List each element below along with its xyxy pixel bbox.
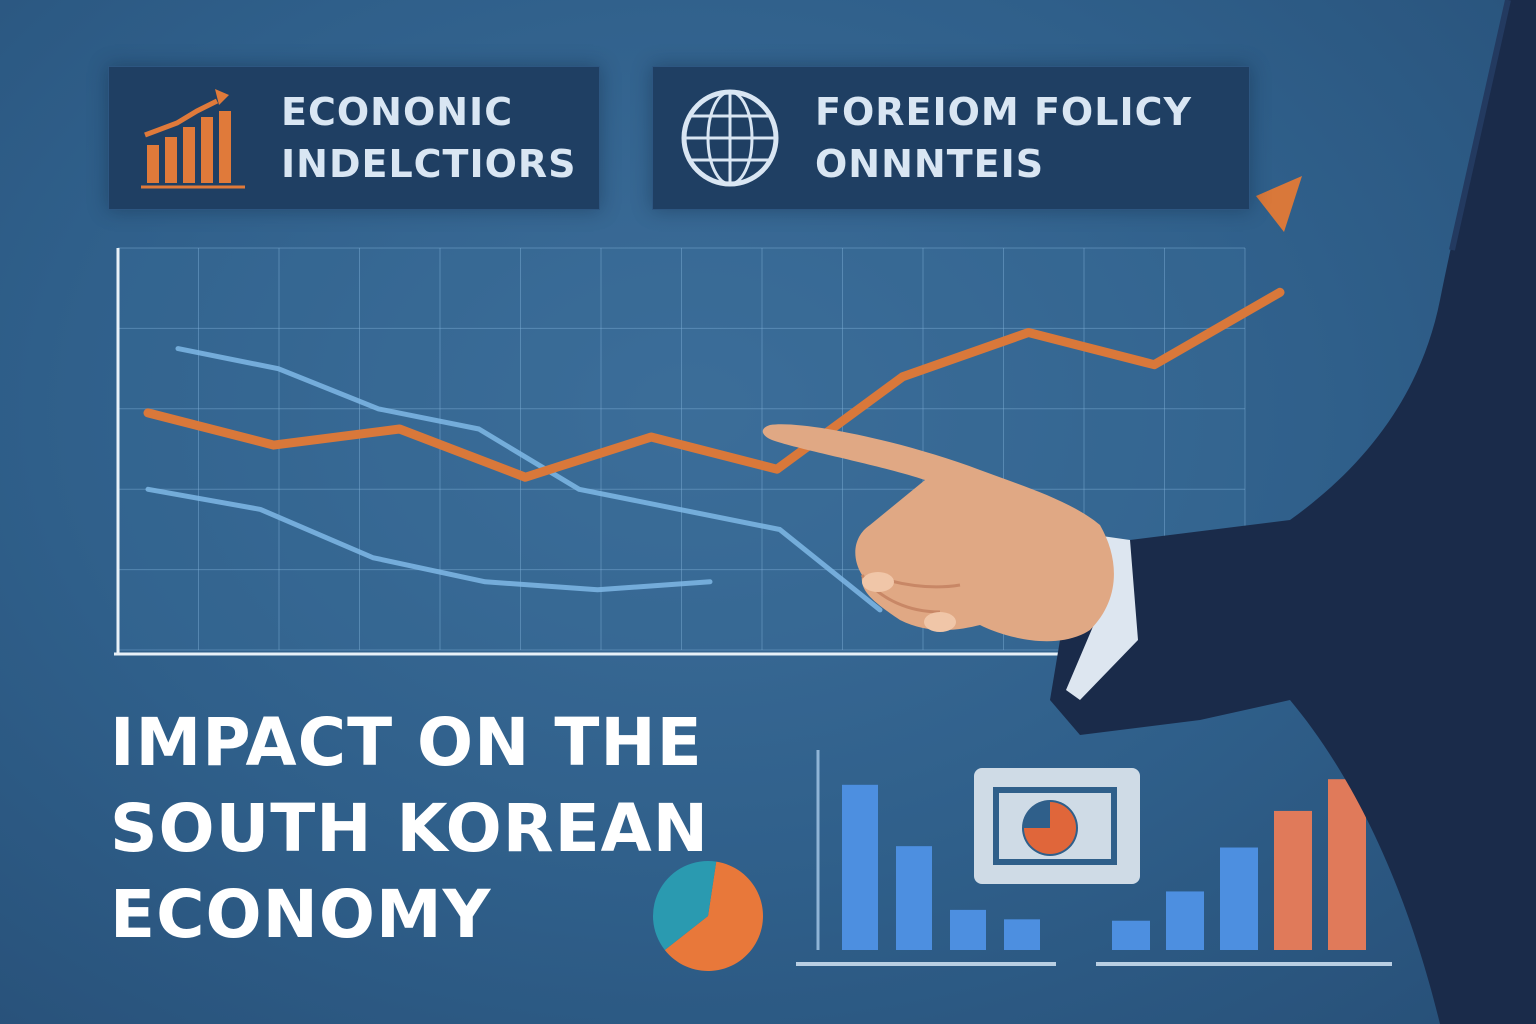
line-series-3 [145, 486, 713, 593]
suit-jacket [1050, 0, 1536, 1024]
bar [1112, 920, 1150, 950]
foreign-policy-panel: FOREIOM FOLICY ONNNTEIS [652, 66, 1250, 210]
pie-slice [664, 861, 763, 972]
economic-indicators-panel: ECONONIC INDELCTIORS [108, 66, 600, 210]
globe-icon [681, 89, 779, 187]
bar [896, 846, 932, 950]
chart-lines [143, 287, 1285, 613]
bar [1328, 779, 1366, 950]
panel-right-subtitle: ONNNTEIS [815, 142, 1045, 186]
panel-left-title: ECONONIC [281, 90, 514, 134]
line-series-2 [175, 346, 883, 613]
headline-line-1: IMPACT ON THE [110, 704, 703, 781]
line-series-1 [143, 287, 1285, 482]
trend-arrow-head [1256, 176, 1302, 232]
bar [1166, 891, 1204, 950]
bar-chart-right [1096, 779, 1392, 966]
bar [842, 784, 878, 950]
pie-chart [653, 861, 763, 972]
bar-chart-left [796, 750, 1056, 966]
bar [1274, 810, 1312, 950]
headline: IMPACT ON THE SOUTH KOREAN ECONOMY [110, 700, 709, 958]
camera-icon [974, 768, 1140, 884]
shirt-cuff [1066, 535, 1138, 700]
pointing-hand [762, 424, 1114, 642]
headline-line-3: ECONOMY [110, 876, 492, 953]
pie-slice [653, 861, 717, 951]
headline-line-2: SOUTH KOREAN [110, 790, 709, 867]
panel-left-subtitle: INDELCTIORS [281, 142, 577, 186]
panel-right-title: FOREIOM FOLICY [815, 90, 1192, 134]
bar [1220, 847, 1258, 950]
bar-chart-icon [141, 89, 245, 189]
bar [1004, 919, 1040, 950]
bar [950, 909, 986, 950]
